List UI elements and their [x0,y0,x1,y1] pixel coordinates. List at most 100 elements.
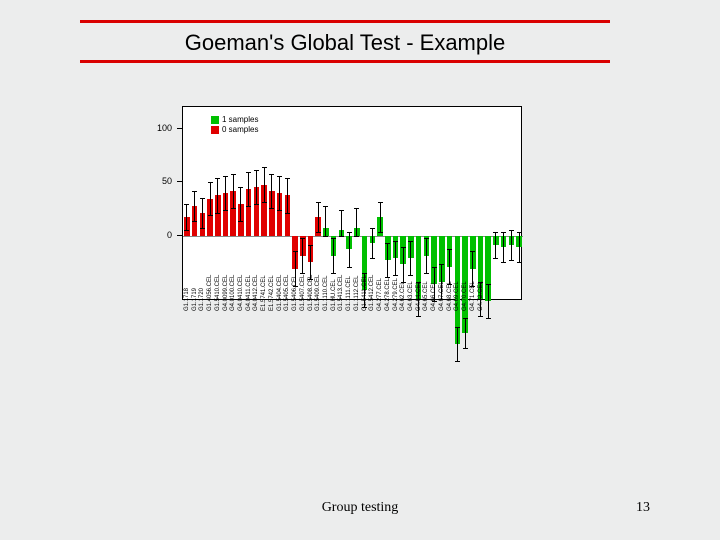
bar-ci-cap [501,232,506,233]
bar-ci-cap [486,318,491,319]
bar-ci [457,327,458,361]
bar-ci-cap [470,251,475,252]
bar-ci-cap [432,267,437,268]
bar-ci [403,247,404,281]
bar-ci [495,232,496,258]
x-tick-label: G4.65.CEL [423,307,429,311]
bar-ci [465,318,466,348]
x-tick-label: G4.0411.CEL [246,307,252,311]
bar-ci [233,174,234,208]
bar-ci-cap [246,206,251,207]
x-tick-label: G1.4056.CEL [207,307,213,311]
x-tick-label: G4.71.CEL [470,307,476,311]
x-tick-label: G1.5410.CEL [215,307,221,311]
bar-ci [410,241,411,275]
bar-ci-cap [408,275,413,276]
x-tick-label: G4.277.CEL [377,307,383,311]
bar-ci-cap [192,221,197,222]
bar-ci-cap [231,174,236,175]
bar-ci-cap [509,260,514,261]
x-tick-label: G1.5407.CEL [300,307,306,311]
y-tick-label: 0 [148,230,172,240]
bar-ci-cap [269,208,274,209]
bar-ci-cap [269,174,274,175]
bar-ci-cap [262,202,267,203]
bar-ci [511,230,512,260]
bar-ci-cap [493,258,498,259]
legend-row: 0 samples [211,125,258,135]
bar-ci-cap [215,178,220,179]
bar-ci-cap [254,170,259,171]
bar-ci-cap [300,273,305,274]
x-tick-label: G1.1111.CEL [346,307,352,311]
x-tick-label: G1.1112.CEL [354,307,360,311]
bar-ci-cap [285,178,290,179]
x-tick-label: G4.0412.CEL [253,307,259,311]
bar-ci-cap [439,264,444,265]
x-tick-label: G1.1720 [199,307,205,311]
x-tick-label: G4.69.CEL [454,307,460,311]
bar-ci-cap [200,198,205,199]
x-tick-label: G1.5412.CEL [369,307,375,311]
bar-ci-cap [378,232,383,233]
bar-ci-cap [478,316,483,317]
x-tick-label: G1.5413.CEL [338,307,344,311]
bar-ci-cap [385,243,390,244]
y-tick-mark [177,181,182,182]
x-tick-label: G4.68.CEL [447,307,453,311]
bar-ci-cap [184,204,189,205]
bar-ci [202,198,203,228]
bar-ci-cap [362,273,367,274]
bar-ci-cap [223,210,228,211]
x-tick-label: G4.278.CEL [385,307,391,311]
bar-ci-cap [354,208,359,209]
bar-ci-cap [277,176,282,177]
bar-ci-cap [416,316,421,317]
bar-ci-cap [493,232,498,233]
bar-ci [225,176,226,210]
bar-chart: 1 samples0 samples [182,106,522,300]
bar-ci-cap [285,213,290,214]
bar-ci-cap [208,215,213,216]
bar-ci [279,176,280,210]
bar-ci-cap [231,208,236,209]
x-tick-label: G1.5406.CEL [292,307,298,311]
bar-ci-cap [339,210,344,211]
bar-ci [356,208,357,236]
bar-ci-cap [323,236,328,237]
bar-ci-cap [501,262,506,263]
x-tick-label: G1.5408.CEL [308,307,314,311]
x-tick-label: G4.70.CEL [462,307,468,311]
bar-ci-cap [517,262,522,263]
x-tick-label: G4.66.CEL [431,307,437,311]
x-tick-label: G1.1718 [184,307,190,311]
bar-ci [194,191,195,221]
bar-ci [302,238,303,272]
legend-label: 1 samples [222,115,258,124]
footer-label: Group testing [0,500,720,516]
bar-ci [210,182,211,214]
bar-ci [395,241,396,275]
bar-ci-cap [339,236,344,237]
bar-ci-cap [455,361,460,362]
x-tick-label: G4.62.CEL [400,307,406,311]
bar-ci [380,202,381,232]
bar-ci [488,284,489,318]
bar-ci [264,167,265,201]
bar-ci [325,206,326,236]
bar-ci-cap [370,258,375,259]
bar-ci-cap [347,267,352,268]
bar-ci-cap [192,191,197,192]
x-tick-label: G4.279.CEL [393,307,399,311]
bar-ci-cap [277,210,282,211]
bar-ci-cap [408,241,413,242]
bar-ci [240,187,241,221]
bar-ci-cap [200,228,205,229]
bar-ci-cap [486,284,491,285]
bar-ci-cap [308,245,313,246]
bar-ci-cap [354,236,359,237]
slide: Goeman's Global Test - Example 1 samples… [0,0,720,540]
x-tick-label: G1.HU.CEL [331,307,337,311]
legend-label: 0 samples [222,125,258,134]
bar-ci [217,178,218,212]
